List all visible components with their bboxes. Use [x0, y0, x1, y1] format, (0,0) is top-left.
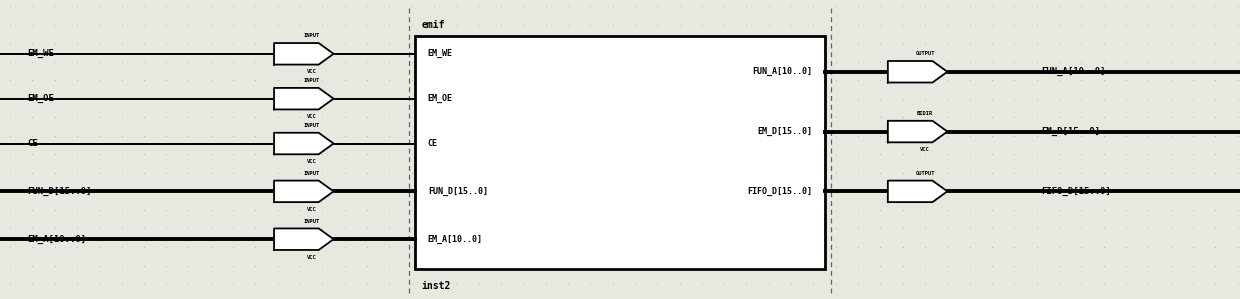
Text: OUTPUT: OUTPUT	[915, 171, 935, 176]
Text: INPUT: INPUT	[303, 219, 320, 224]
Text: EM_A[10..0]: EM_A[10..0]	[27, 235, 87, 244]
Text: FIFO_D[15..0]: FIFO_D[15..0]	[748, 187, 812, 196]
Text: FUN_D[15..0]: FUN_D[15..0]	[27, 187, 92, 196]
Text: FUN_A[10..0]: FUN_A[10..0]	[1042, 67, 1106, 76]
Text: emif: emif	[422, 20, 445, 30]
Polygon shape	[888, 61, 947, 83]
Text: BIDIR: BIDIR	[916, 111, 934, 116]
Text: VCC: VCC	[306, 69, 316, 74]
Polygon shape	[274, 43, 334, 65]
Text: EM_WE: EM_WE	[27, 49, 55, 58]
Polygon shape	[274, 228, 334, 250]
Polygon shape	[274, 181, 334, 202]
Text: VCC: VCC	[306, 114, 316, 119]
Text: VCC: VCC	[306, 255, 316, 260]
Text: EM_OE: EM_OE	[27, 94, 55, 103]
Text: INPUT: INPUT	[303, 123, 320, 128]
Text: FUN_A[10..0]: FUN_A[10..0]	[753, 67, 812, 76]
Polygon shape	[274, 88, 334, 109]
Text: EM_D[15..0]: EM_D[15..0]	[758, 127, 812, 136]
Polygon shape	[888, 121, 947, 142]
Text: INPUT: INPUT	[303, 78, 320, 83]
Text: CE: CE	[27, 139, 38, 148]
Text: VCC: VCC	[920, 147, 930, 152]
Text: OUTPUT: OUTPUT	[915, 51, 935, 56]
Text: INPUT: INPUT	[303, 33, 320, 38]
Bar	[415, 36, 825, 269]
Text: inst2: inst2	[422, 280, 451, 291]
Text: EM_D[15..0]: EM_D[15..0]	[1042, 127, 1101, 136]
Text: EM_WE: EM_WE	[428, 49, 453, 58]
Text: VCC: VCC	[306, 207, 316, 212]
Text: FUN_D[15..0]: FUN_D[15..0]	[428, 187, 487, 196]
Text: EM_A[10..0]: EM_A[10..0]	[428, 235, 482, 244]
Text: VCC: VCC	[306, 159, 316, 164]
Text: INPUT: INPUT	[303, 171, 320, 176]
Text: EM_OE: EM_OE	[428, 94, 453, 103]
Text: CE: CE	[428, 139, 438, 148]
Text: FIFO_D[15..0]: FIFO_D[15..0]	[1042, 187, 1111, 196]
Polygon shape	[274, 133, 334, 154]
Polygon shape	[888, 181, 947, 202]
